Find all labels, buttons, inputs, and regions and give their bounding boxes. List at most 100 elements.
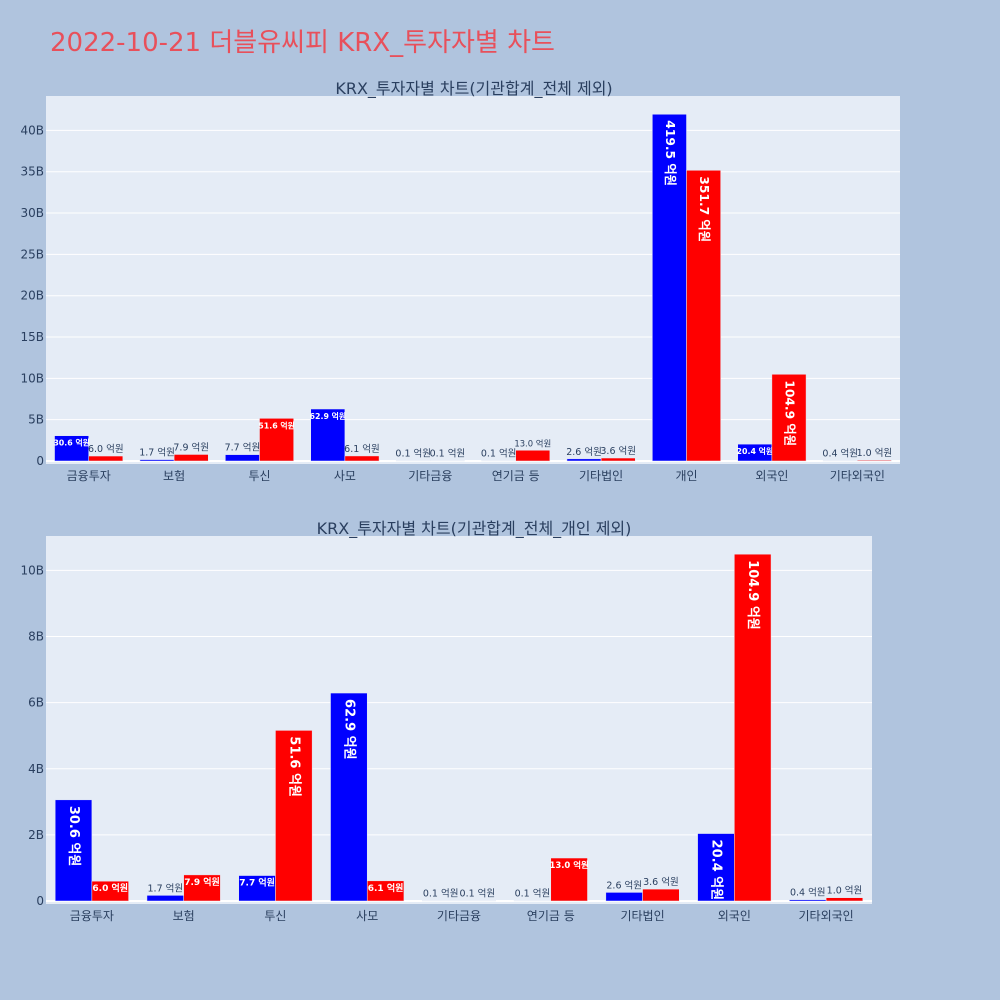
bar-sell	[366, 880, 405, 902]
x-tick-label: 투신	[248, 469, 270, 483]
x-tick-label: 투신	[264, 909, 286, 923]
x-tick-label: 사모	[334, 469, 356, 483]
bar-sell	[458, 900, 496, 902]
data-label: 351.7 억원	[697, 176, 711, 242]
bar-sell	[857, 459, 892, 462]
data-label: 2.6 억원	[606, 879, 642, 891]
y-tick-label: 10B	[20, 563, 44, 577]
data-label: 2.6 억원	[566, 446, 602, 458]
bar-buy	[238, 875, 276, 902]
y-tick-label: 0	[36, 894, 44, 908]
data-label: 0.1 억원	[481, 448, 517, 460]
data-label: 1.0 억원	[857, 447, 893, 459]
bar-buy	[481, 460, 516, 462]
bar-sell	[183, 874, 221, 902]
x-tick-label: 사모	[356, 909, 378, 923]
data-label: 3.6 억원	[643, 876, 679, 888]
data-label: 0.4 억원	[790, 887, 826, 899]
bar-buy	[310, 408, 346, 462]
bar-buy	[330, 692, 368, 902]
x-tick-label: 연기금 등	[492, 469, 540, 483]
bar-buy	[225, 454, 260, 462]
data-label: 1.7 억원	[139, 447, 175, 459]
chart-investor-excl-individual: KRX_투자자별 차트(기관합계_전체_개인 제외) 0 2B 4B 6B 8B 10B 금융…	[20, 519, 872, 923]
bar-buy	[697, 833, 735, 902]
chart-title: KRX_투자자별 차트(기관합계_전체 제외)	[335, 79, 612, 99]
data-label: 7.9 억원	[184, 876, 220, 888]
x-tick-label: 금융투자	[67, 469, 111, 483]
data-label: 0.1 억원	[430, 448, 466, 460]
data-label: 6.0 억원	[92, 882, 128, 894]
x-tick-label: 금융투자	[70, 909, 114, 923]
y-tick-label: 25B	[20, 247, 44, 261]
x-tick-label: 연기금 등	[527, 909, 575, 923]
chart-investor-all: KRX_투자자별 차트(기관합계_전체 제외) 0 5B 10B 15B 20B 25B 30…	[20, 79, 900, 483]
y-tick-label: 0	[36, 454, 44, 468]
data-label: 6.1 억원	[368, 882, 404, 894]
bar-sell	[734, 553, 772, 902]
bar-buy	[652, 114, 687, 462]
bar-sell	[550, 857, 588, 902]
data-label: 51.6 억원	[286, 736, 301, 797]
x-tick-label: 보험	[163, 469, 185, 483]
y-tick-label: 15B	[20, 330, 44, 344]
bar-buy	[605, 892, 643, 902]
y-tick-label: 6B	[28, 696, 44, 710]
data-label: 7.9 억원	[173, 441, 209, 453]
y-tick-label: 4B	[28, 762, 44, 776]
data-label: 419.5 억원	[663, 120, 677, 186]
bar-sell	[88, 455, 124, 462]
data-label: 3.6 억원	[600, 445, 636, 457]
x-tick-label: 기타법인	[579, 469, 623, 483]
data-label: 0.1 억원	[395, 448, 431, 460]
data-label: 6.1 억원	[344, 443, 380, 455]
bar-sell	[259, 418, 294, 462]
bar-sell	[642, 888, 680, 902]
bar-buy	[789, 899, 827, 902]
bar-sell	[173, 454, 209, 462]
y-tick-label: 20B	[20, 289, 44, 303]
data-label: 51.6 억원	[258, 420, 295, 430]
data-label: 20.4 억원	[708, 840, 723, 901]
x-tick-label: 외국인	[755, 469, 788, 483]
y-tick-label: 5B	[28, 413, 44, 427]
bar-buy	[395, 460, 431, 462]
bar-buy	[146, 895, 184, 902]
bar-sell	[686, 170, 721, 462]
data-label: 62.9 억원	[310, 411, 347, 421]
bar-sell	[600, 457, 636, 462]
bar-sell	[771, 374, 807, 462]
bar-buy	[54, 435, 89, 462]
y-tick-label: 2B	[28, 828, 44, 842]
data-label: 6.0 억원	[88, 443, 124, 455]
data-label: 1.7 억원	[148, 882, 184, 894]
x-tick-label: 기타외국인	[799, 909, 854, 923]
data-label: 0.1 억원	[423, 888, 459, 900]
data-label: 13.0 억원	[549, 860, 589, 870]
bar-sell	[515, 450, 551, 462]
data-label: 62.9 억원	[341, 699, 356, 760]
bar-buy	[566, 458, 602, 462]
x-tick-label: 기타법인	[620, 909, 664, 923]
y-tick-label: 10B	[20, 371, 44, 385]
data-label: 0.1 억원	[460, 888, 496, 900]
data-label: 13.0 억원	[514, 438, 551, 448]
x-tick-label: 기타금융	[408, 469, 452, 483]
bar-sell	[430, 460, 465, 462]
y-tick-label: 8B	[28, 630, 44, 644]
plot-area	[46, 96, 900, 464]
data-label: 30.6 억원	[53, 438, 90, 448]
bar-buy	[513, 900, 552, 902]
chart-title: KRX_투자자별 차트(기관합계_전체_개인 제외)	[317, 519, 632, 539]
bar-sell	[825, 897, 864, 902]
data-label: 104.9 억원	[782, 380, 796, 446]
bar-sell	[91, 880, 129, 902]
page-title: 2022-10-21 더블유씨피 KRX_투자자별 차트	[50, 28, 555, 58]
x-tick-label: 기타금융	[437, 909, 481, 923]
data-label: 7.7 억원	[225, 442, 261, 454]
bar-buy	[822, 460, 858, 462]
x-tick-label: 기타외국인	[830, 469, 885, 483]
x-tick-label: 보험	[173, 909, 195, 923]
y-tick-label: 40B	[20, 123, 44, 137]
data-label: 0.1 억원	[515, 888, 551, 900]
